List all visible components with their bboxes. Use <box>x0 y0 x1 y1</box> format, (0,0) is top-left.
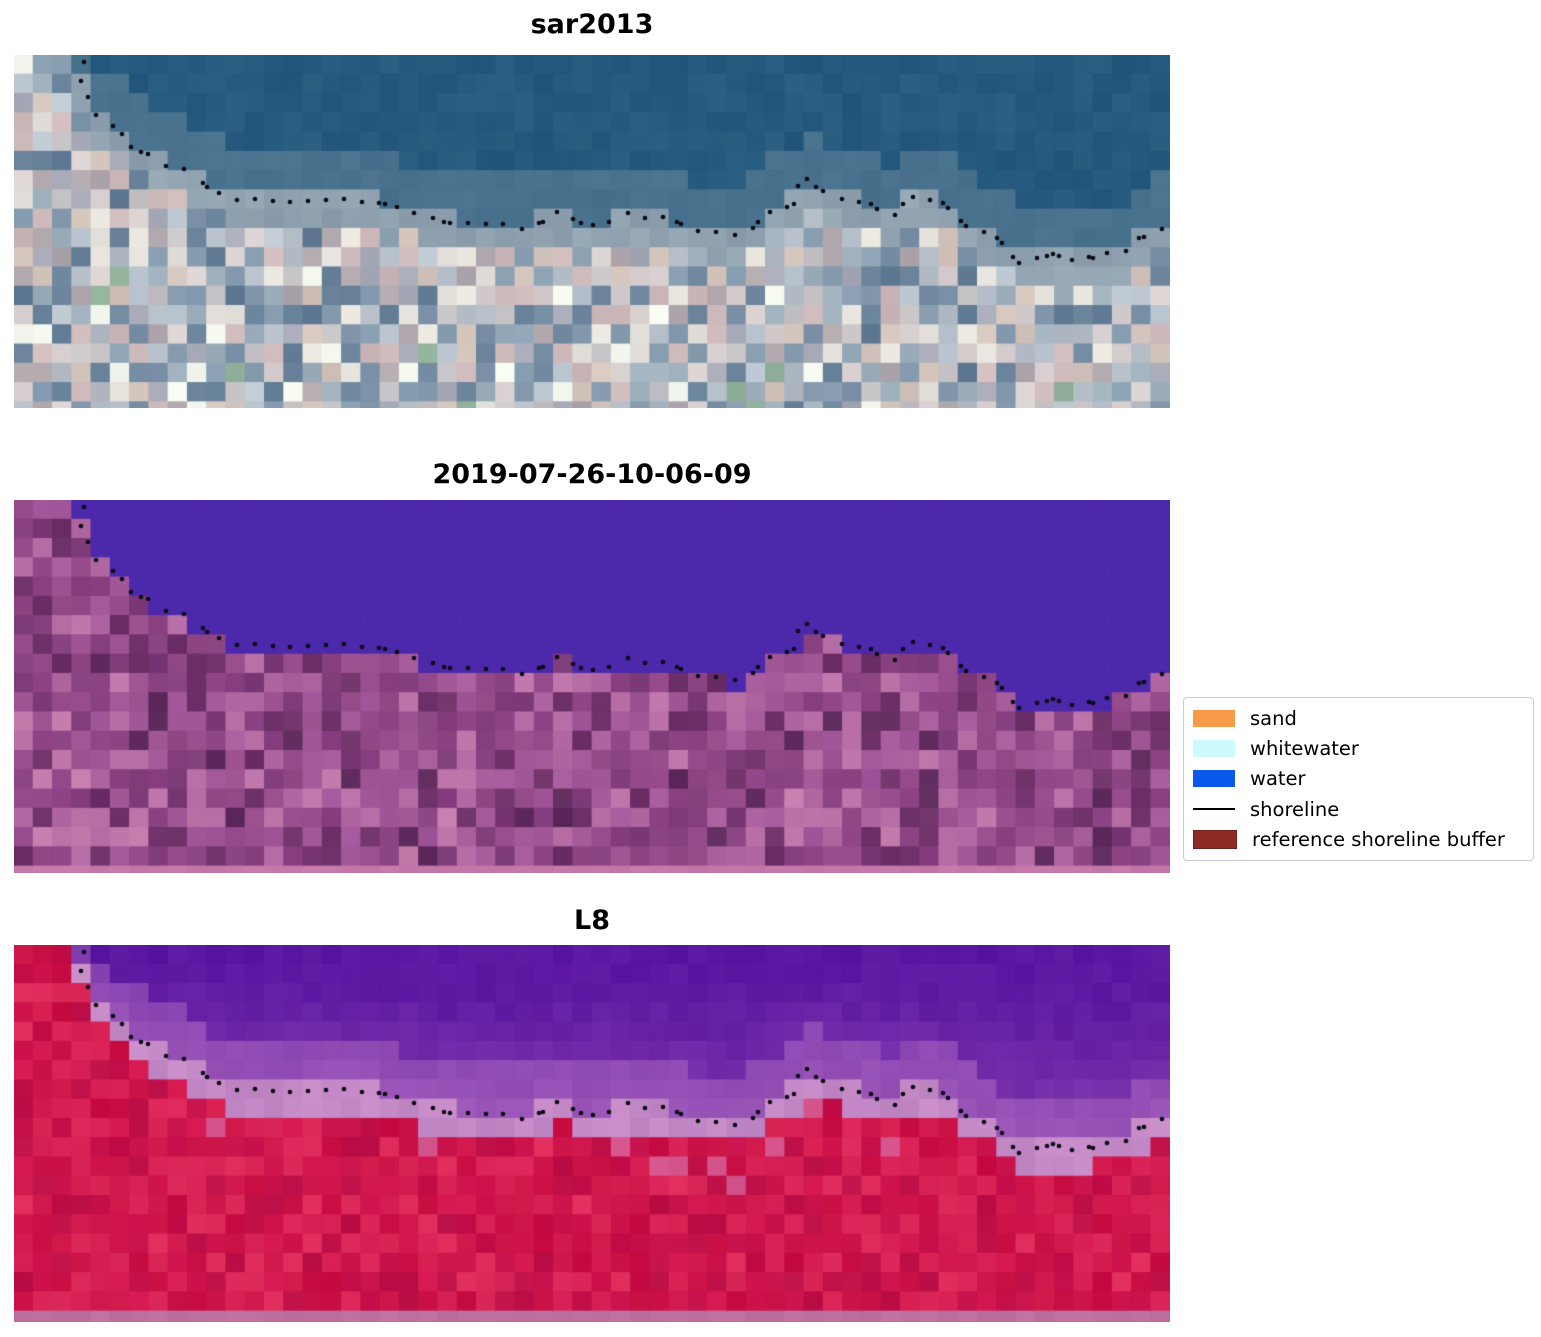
panel-title-l8: L8 <box>574 905 610 936</box>
legend-label-water: water <box>1250 767 1306 791</box>
reference-shoreline-buffer-swatch-icon <box>1193 830 1237 850</box>
legend-row-shoreline: shoreline <box>1193 794 1524 824</box>
sand-swatch-icon <box>1193 709 1235 727</box>
shoreline-line-icon <box>1193 808 1235 811</box>
sar2013-image-panel <box>14 55 1170 408</box>
legend-label-sand: sand <box>1250 706 1297 730</box>
legend-label-shoreline: shoreline <box>1250 797 1340 821</box>
water-swatch-icon <box>1193 770 1235 788</box>
legend-row-sand: sand <box>1193 703 1524 733</box>
legend-row-water: water <box>1193 764 1524 794</box>
legend: sand whitewater water shoreline referenc… <box>1183 697 1534 861</box>
legend-label-whitewater: whitewater <box>1250 737 1359 761</box>
l8-image-panel <box>14 945 1170 1322</box>
panel-title-sar2013: sar2013 <box>530 9 654 40</box>
whitewater-swatch-icon <box>1193 740 1235 758</box>
classified-image-panel <box>14 500 1170 873</box>
legend-label-reference-buffer: reference shoreline buffer <box>1252 828 1505 852</box>
panel-title-classified-date: 2019-07-26-10-06-09 <box>432 459 752 490</box>
legend-row-whitewater: whitewater <box>1193 733 1524 763</box>
legend-row-reference-buffer: reference shoreline buffer <box>1193 825 1524 855</box>
